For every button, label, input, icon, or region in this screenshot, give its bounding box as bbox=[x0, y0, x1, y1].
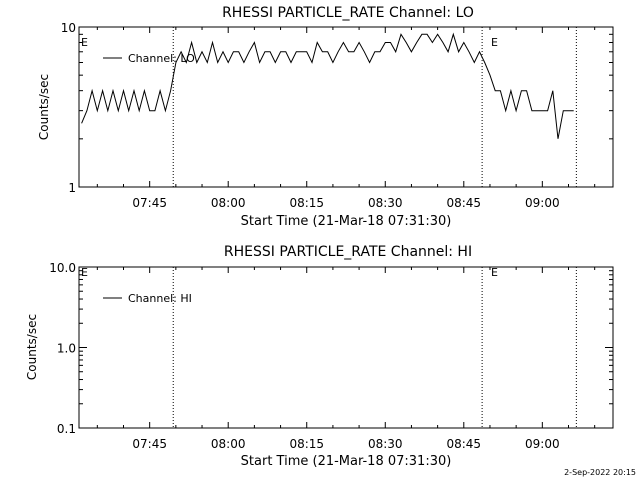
x-axis-label: Start Time (21-Mar-18 07:31:30) bbox=[241, 454, 452, 469]
plot-frame bbox=[78, 26, 614, 188]
panel-lo: RHESSI PARTICLE_RATE Channel: LO Counts/… bbox=[37, 5, 614, 229]
y-tick-label: 1.0 bbox=[57, 342, 76, 356]
x-tick-label: 08:30 bbox=[368, 437, 403, 451]
x-tick-label: 07:45 bbox=[132, 196, 167, 210]
event-marker: E bbox=[81, 36, 88, 49]
x-tick-label: 07:45 bbox=[132, 437, 167, 451]
timestamp: 2-Sep-2022 20:15 bbox=[564, 468, 636, 477]
event-marker: E bbox=[491, 36, 498, 49]
chart-title: RHESSI PARTICLE_RATE Channel: HI bbox=[224, 244, 472, 260]
y-tick-label: 1 bbox=[68, 181, 76, 195]
x-tick-label: 08:15 bbox=[289, 196, 324, 210]
y-tick-label: 10.0 bbox=[49, 261, 76, 275]
y-axis-label: Counts/sec bbox=[25, 314, 39, 380]
x-tick-label: 08:00 bbox=[211, 437, 246, 451]
y-axis-label: Counts/sec bbox=[37, 74, 51, 140]
event-marker: E bbox=[491, 266, 498, 279]
y-tick-label: 0.1 bbox=[57, 422, 76, 436]
x-axis-label: Start Time (21-Mar-18 07:31:30) bbox=[241, 214, 452, 229]
legend-label: Channel: HI bbox=[128, 292, 192, 305]
legend-label: Channel: LO bbox=[128, 52, 195, 65]
event-marker: E bbox=[81, 266, 88, 279]
series-line-lo bbox=[81, 32, 574, 139]
panel-hi: RHESSI PARTICLE_RATE Channel: HI Counts/… bbox=[25, 244, 614, 469]
chart-title: RHESSI PARTICLE_RATE Channel: LO bbox=[222, 5, 474, 21]
x-tick-label: 08:15 bbox=[289, 437, 324, 451]
x-tick-label: 09:00 bbox=[525, 196, 560, 210]
x-tick-label: 08:00 bbox=[211, 196, 246, 210]
x-tick-label: 08:45 bbox=[446, 437, 481, 451]
x-tick-label: 08:30 bbox=[368, 196, 403, 210]
y-tick-label: 10 bbox=[61, 21, 76, 35]
x-tick-label: 08:45 bbox=[446, 196, 481, 210]
x-tick-label: 09:00 bbox=[525, 437, 560, 451]
